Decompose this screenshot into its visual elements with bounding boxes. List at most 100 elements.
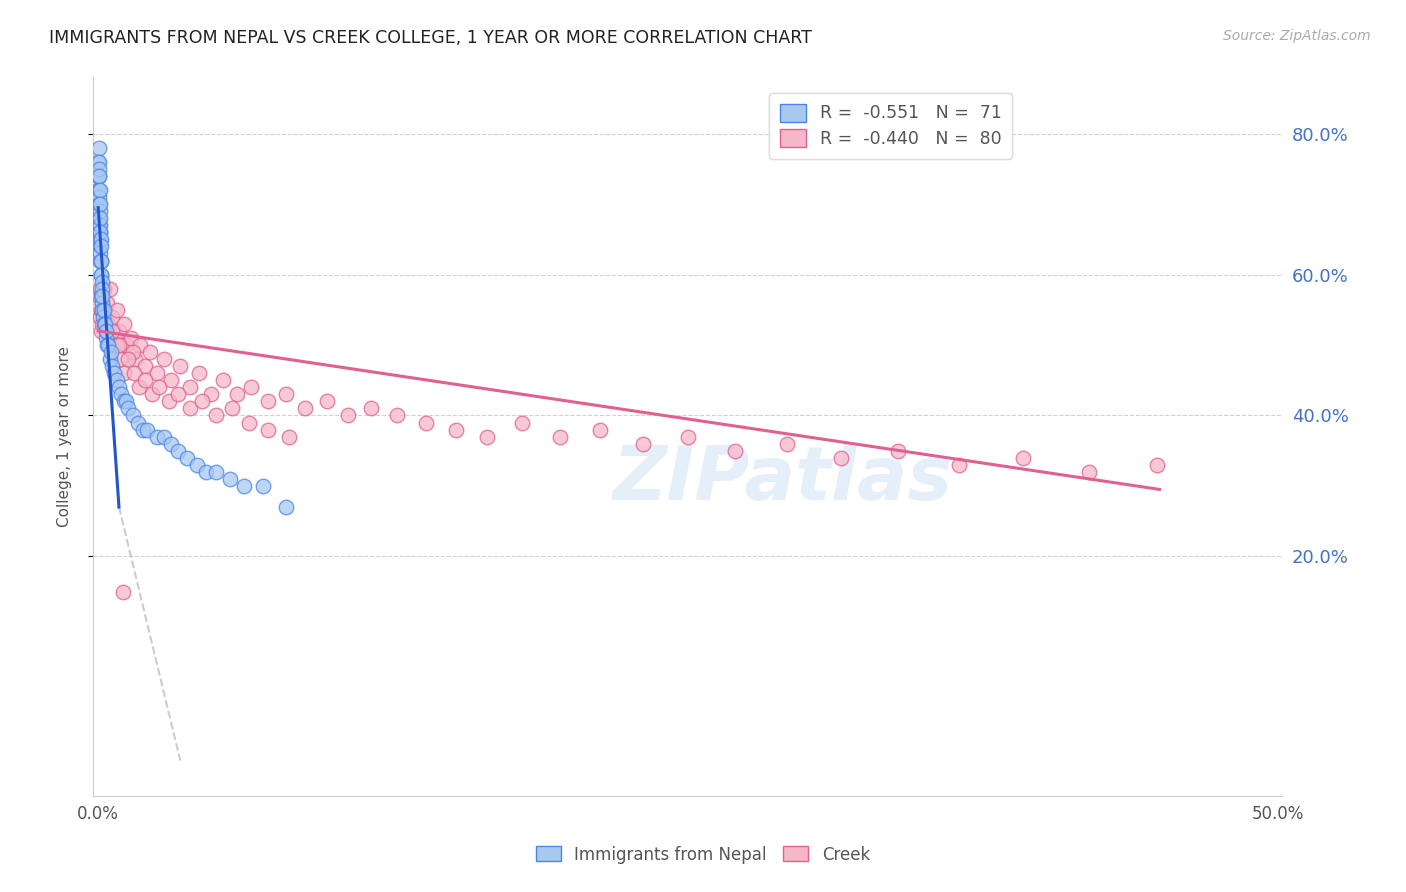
Point (294, 401, 316, 416)
Point (93, 282, 115, 296)
Legend: Immigrants from Nepal, Creek: Immigrants from Nepal, Creek (529, 839, 877, 871)
Point (446, 423, 468, 437)
Point (167, 387, 190, 401)
Point (91, 282, 114, 296)
Point (105, 338, 128, 352)
Point (90, 232, 112, 246)
Point (218, 472, 240, 486)
Point (111, 584, 134, 599)
Point (90, 253, 112, 268)
Point (724, 443, 747, 458)
Point (157, 394, 180, 409)
Point (221, 401, 243, 416)
Point (315, 394, 337, 409)
Point (160, 373, 183, 387)
Point (108, 338, 131, 352)
Point (91, 317, 114, 331)
Point (112, 317, 135, 331)
Point (90, 268, 112, 282)
Point (124, 352, 146, 367)
Point (90, 268, 112, 282)
Text: ZIPatlas: ZIPatlas (613, 443, 953, 516)
Point (94, 324, 117, 338)
Point (195, 465, 218, 479)
Point (90, 295, 112, 310)
Point (89, 183, 111, 197)
Point (179, 401, 201, 416)
Point (98, 352, 121, 367)
Point (98, 282, 121, 296)
Point (176, 450, 198, 465)
Point (93, 302, 115, 317)
Point (141, 387, 163, 401)
Point (89, 282, 111, 296)
Point (256, 394, 278, 409)
Point (96, 324, 118, 338)
Point (90, 239, 112, 253)
Point (90, 253, 112, 268)
Point (91, 295, 114, 310)
Point (117, 401, 139, 416)
Point (108, 352, 131, 367)
Point (589, 423, 612, 437)
Point (211, 373, 233, 387)
Point (89, 169, 111, 183)
Point (676, 429, 699, 443)
Point (415, 416, 437, 430)
Point (96, 295, 118, 310)
Point (188, 366, 211, 380)
Point (101, 324, 124, 338)
Point (256, 423, 278, 437)
Point (89, 211, 111, 226)
Point (136, 423, 159, 437)
Point (179, 380, 201, 394)
Point (93, 317, 115, 331)
Point (167, 443, 190, 458)
Point (87, 197, 110, 211)
Point (101, 359, 124, 374)
Point (226, 387, 249, 401)
Legend: R =  -0.551   N =  71, R =  -0.440   N =  80: R = -0.551 N = 71, R = -0.440 N = 80 (769, 94, 1012, 159)
Point (110, 338, 132, 352)
Point (886, 443, 908, 458)
Point (252, 479, 274, 493)
Point (204, 465, 226, 479)
Point (101, 310, 124, 324)
Point (512, 416, 534, 430)
Point (105, 373, 128, 387)
Point (91, 289, 114, 303)
Point (108, 324, 131, 338)
Point (103, 366, 125, 380)
Point (112, 366, 135, 380)
Point (122, 345, 145, 359)
Point (548, 429, 571, 443)
Point (186, 458, 208, 472)
Point (89, 197, 111, 211)
Point (276, 500, 298, 514)
Point (112, 394, 135, 409)
Point (87, 141, 110, 155)
Point (89, 211, 111, 226)
Point (145, 366, 167, 380)
Point (87, 183, 110, 197)
Point (830, 450, 852, 465)
Point (91, 310, 114, 324)
Point (138, 345, 160, 359)
Point (127, 416, 149, 430)
Point (87, 183, 110, 197)
Point (87, 169, 110, 183)
Point (91, 302, 114, 317)
Point (120, 331, 142, 345)
Point (948, 458, 970, 472)
Point (1011, 450, 1033, 465)
Point (117, 352, 139, 367)
Point (475, 429, 498, 443)
Point (89, 239, 111, 253)
Point (204, 409, 226, 423)
Point (87, 169, 110, 183)
Point (90, 275, 112, 289)
Point (110, 387, 132, 401)
Point (238, 416, 260, 430)
Point (89, 204, 111, 219)
Y-axis label: College, 1 year or more: College, 1 year or more (58, 346, 72, 527)
